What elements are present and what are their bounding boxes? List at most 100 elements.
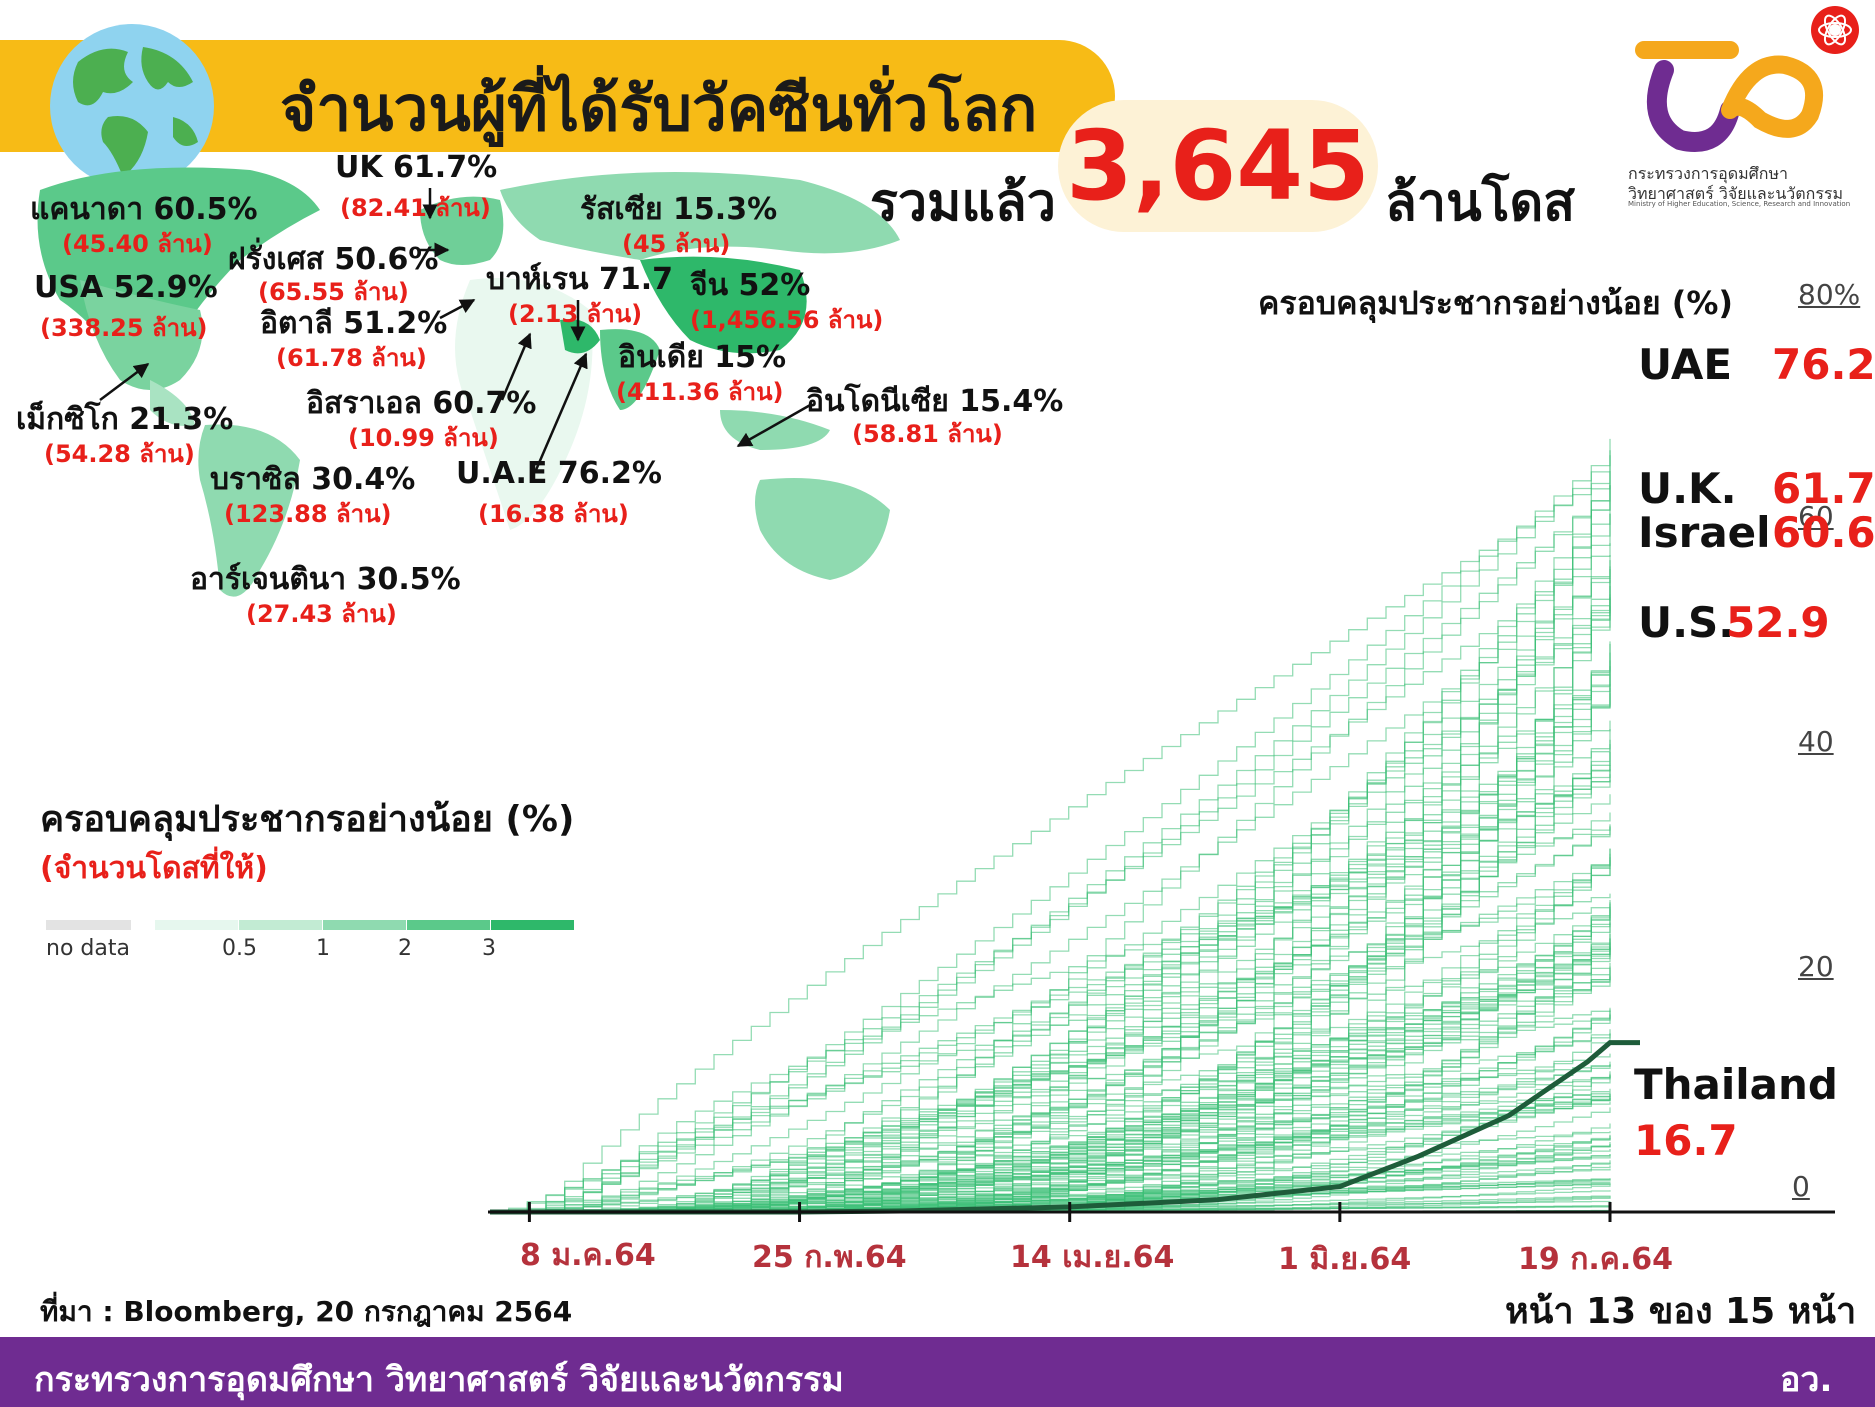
country-israel-doses: (10.99 ล้าน) — [348, 424, 499, 452]
country-italy-doses: (61.78 ล้าน) — [276, 344, 427, 372]
country-canada-doses: (45.40 ล้าน) — [62, 230, 213, 258]
ministry-logo — [1635, 6, 1859, 152]
country-line — [490, 945, 1611, 1213]
country-line — [490, 485, 1611, 1213]
logo-text-line3: Ministry of Higher Education, Science, R… — [1628, 200, 1851, 208]
country-mexico-doses: (54.28 ล้าน) — [44, 440, 195, 468]
total-unit: ล้านโดส — [1385, 173, 1576, 233]
country-russia-doses: (45 ล้าน) — [622, 230, 731, 258]
legend-nodata-swatch — [46, 920, 131, 930]
country-mexico-name: เม็กซิโก 21.3% — [16, 402, 234, 437]
globe-icon — [50, 24, 214, 188]
country-russia-name: รัสเซีย 15.3% — [580, 192, 778, 227]
footer-abbr: อว. — [1780, 1360, 1833, 1400]
legend-label-3: 3 — [482, 936, 496, 961]
country-bahrain-doses: (2.13 ล้าน) — [508, 300, 643, 328]
label-israel-name: Israel — [1638, 508, 1771, 557]
country-indonesia-doses: (58.81 ล้าน) — [852, 420, 1003, 448]
country-usa-name: USA 52.9% — [34, 270, 218, 305]
label-thailand-value: 16.7 — [1634, 1116, 1738, 1165]
country-france-name: ฝรั่งเศส 50.6% — [228, 242, 439, 277]
y-tick-0: 0 — [1792, 1170, 1810, 1203]
label-us-value: 52.9 — [1726, 598, 1830, 647]
country-indonesia-name: อินโดนีเซีย 15.4% — [806, 384, 1064, 419]
label-israel-value: 60.6 — [1772, 508, 1875, 557]
source-note: ที่มา : Bloomberg, 20 กรกฎาคม 2564 — [40, 1295, 573, 1328]
country-uae-doses: (16.38 ล้าน) — [478, 500, 629, 528]
x-tick-2: 14 เม.ย.64 — [1010, 1240, 1175, 1275]
y-tick-80: 80% — [1798, 278, 1861, 311]
page-number: หน้า 13 ของ 15 หน้า — [1505, 1291, 1857, 1332]
country-israel-name: อิสราเอล 60.7% — [306, 386, 537, 421]
country-line — [490, 543, 1611, 1213]
y-tick-20: 20 — [1798, 950, 1834, 983]
country-line — [490, 560, 1611, 1213]
legend-label-2: 2 — [398, 936, 412, 961]
legend-swatch-3 — [407, 920, 490, 930]
x-tick-3: 1 มิ.ย.64 — [1278, 1242, 1412, 1277]
legend-swatch-1 — [239, 920, 322, 930]
legend-label-1: 1 — [316, 936, 330, 961]
country-line — [490, 569, 1611, 1213]
label-us-name: U.S. — [1638, 598, 1735, 647]
label-uk-value: 61.7 — [1772, 464, 1875, 513]
country-india-doses: (411.36 ล้าน) — [616, 378, 784, 406]
footer-ministry: กระทรวงการอุดมศึกษา วิทยาศาสตร์ วิจัยและ… — [34, 1360, 844, 1400]
y-tick-40: 40 — [1798, 725, 1834, 758]
country-line — [490, 1097, 1611, 1213]
legend-nodata-label: no data — [46, 936, 130, 961]
x-tick-4: 19 ก.ค.64 — [1518, 1242, 1673, 1277]
country-bahrain-name: บาห์เรน 71.7 — [486, 262, 674, 297]
country-line — [490, 780, 1611, 1213]
country-argentina-doses: (27.43 ล้าน) — [246, 600, 397, 628]
country-line — [490, 472, 1611, 1213]
country-line — [490, 1098, 1611, 1213]
country-india-name: อินเดีย 15% — [618, 340, 787, 375]
country-line — [490, 774, 1611, 1213]
country-china-name: จีน 52% — [690, 268, 811, 303]
legend-label-0: 0.5 — [222, 936, 257, 961]
legend-swatch-2 — [323, 920, 406, 930]
country-line — [490, 1168, 1611, 1213]
country-italy-name: อิตาลี 51.2% — [260, 306, 448, 341]
label-uae-value: 76.2 — [1772, 340, 1875, 389]
label-uk-name: U.K. — [1638, 464, 1737, 513]
country-china-doses: (1,456.56 ล้าน) — [690, 306, 884, 334]
x-tick-1: 25 ก.พ.64 — [752, 1240, 907, 1275]
legend-subtitle: (จำนวนโดสที่ให้) — [40, 851, 268, 886]
label-uae-name: UAE — [1638, 340, 1733, 389]
country-line — [490, 739, 1611, 1213]
legend-swatch-0 — [155, 920, 238, 930]
logo-text-line2: วิทยาศาสตร์ วิจัยและนวัตกรรม — [1628, 184, 1844, 203]
country-line — [490, 455, 1611, 1213]
footer-bar — [0, 1337, 1875, 1407]
country-lines-group — [490, 438, 1611, 1213]
country-line — [490, 597, 1611, 1213]
logo-text-line1: กระทรวงการอุดมศึกษา — [1628, 164, 1788, 183]
country-uk-name: UK 61.7% — [335, 150, 498, 185]
country-line — [490, 1034, 1611, 1213]
total-prefix: รวมแล้ว — [870, 173, 1056, 233]
y-tick-60: 60 — [1798, 500, 1834, 533]
label-thailand-name: Thailand — [1634, 1060, 1838, 1109]
total-pill — [1058, 100, 1378, 232]
legend-swatch-4 — [491, 920, 574, 930]
country-line — [490, 1064, 1611, 1213]
country-brazil-name: บราซิล 30.4% — [210, 462, 416, 497]
country-line — [490, 606, 1611, 1213]
country-uk-doses: (82.41 ล้าน) — [340, 194, 491, 222]
country-line — [490, 966, 1611, 1213]
country-brazil-doses: (123.88 ล้าน) — [224, 500, 392, 528]
vaccination-line-chart — [488, 438, 1835, 1222]
country-line — [490, 1138, 1611, 1213]
country-canada-name: แคนาดา 60.5% — [30, 192, 258, 227]
country-usa-doses: (338.25 ล้าน) — [40, 314, 208, 342]
legend-title: ครอบคลุมประชากรอย่างน้อย (%) — [40, 799, 575, 840]
country-argentina-name: อาร์เจนตินา 30.5% — [190, 562, 461, 597]
chart-title: ครอบคลุมประชากรอย่างน้อย (%) — [1258, 284, 1734, 322]
country-france-doses: (65.55 ล้าน) — [258, 278, 409, 306]
x-tick-marks — [527, 1202, 1612, 1222]
x-tick-0: 8 ม.ค.64 — [520, 1238, 656, 1273]
country-line — [490, 825, 1611, 1213]
page-title: จำนวนผู้ที่ได้รับวัคซีนทั่วโลก — [280, 72, 1038, 145]
